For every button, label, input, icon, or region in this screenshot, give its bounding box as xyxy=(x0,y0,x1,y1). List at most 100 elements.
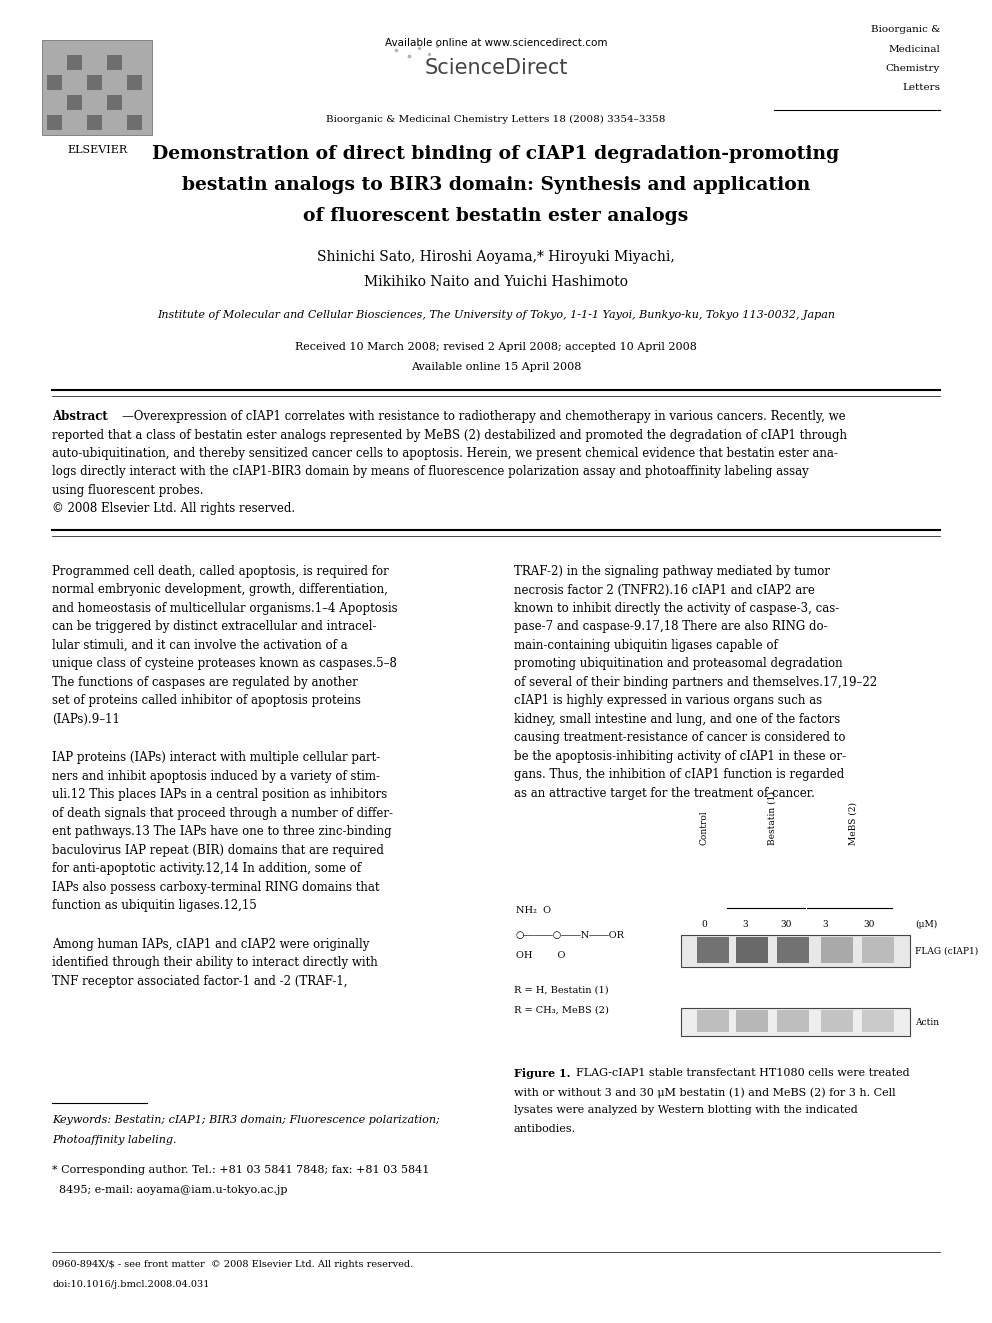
Text: ent pathways.13 The IAPs have one to three zinc-binding: ent pathways.13 The IAPs have one to thr… xyxy=(52,826,392,839)
Text: Bestatin (1): Bestatin (1) xyxy=(768,791,777,845)
Text: function as ubiquitin ligases.12,15: function as ubiquitin ligases.12,15 xyxy=(52,900,257,913)
Bar xyxy=(127,75,142,90)
Bar xyxy=(67,56,82,70)
Text: lular stimuli, and it can involve the activation of a: lular stimuli, and it can involve the ac… xyxy=(52,639,347,652)
Bar xyxy=(87,75,102,90)
Bar xyxy=(862,937,894,963)
Text: IAP proteins (IAPs) interact with multiple cellular part-: IAP proteins (IAPs) interact with multip… xyxy=(52,751,380,765)
Text: MeBS (2): MeBS (2) xyxy=(848,803,857,845)
Text: Actin: Actin xyxy=(915,1017,939,1027)
Text: Medicinal: Medicinal xyxy=(888,45,940,53)
Text: lysates were analyzed by Western blotting with the indicated: lysates were analyzed by Western blottin… xyxy=(514,1106,858,1115)
Text: necrosis factor 2 (TNFR2).16 cIAP1 and cIAP2 are: necrosis factor 2 (TNFR2).16 cIAP1 and c… xyxy=(514,583,814,597)
Text: Received 10 March 2008; revised 2 April 2008; accepted 10 April 2008: Received 10 March 2008; revised 2 April … xyxy=(295,343,697,352)
Bar xyxy=(107,56,122,70)
Text: set of proteins called inhibitor of apoptosis proteins: set of proteins called inhibitor of apop… xyxy=(52,695,361,708)
Text: as an attractive target for the treatment of cancer.: as an attractive target for the treatmen… xyxy=(514,787,814,800)
Text: (μM): (μM) xyxy=(915,921,937,930)
Text: © 2008 Elsevier Ltd. All rights reserved.: © 2008 Elsevier Ltd. All rights reserved… xyxy=(52,503,296,516)
Bar xyxy=(820,1011,853,1032)
Text: * Corresponding author. Tel.: +81 03 5841 7848; fax: +81 03 5841: * Corresponding author. Tel.: +81 03 584… xyxy=(52,1166,430,1175)
Text: gans. Thus, the inhibition of cIAP1 function is regarded: gans. Thus, the inhibition of cIAP1 func… xyxy=(514,769,844,782)
Text: R = H, Bestatin (1): R = H, Bestatin (1) xyxy=(514,986,609,995)
Text: TRAF-2) in the signaling pathway mediated by tumor: TRAF-2) in the signaling pathway mediate… xyxy=(514,565,830,578)
Bar xyxy=(736,937,768,963)
Text: Keywords: Bestatin; cIAP1; BIR3 domain; Fluorescence polarization;: Keywords: Bestatin; cIAP1; BIR3 domain; … xyxy=(52,1115,439,1125)
Text: with or without 3 and 30 μM bestatin (1) and MeBS (2) for 3 h. Cell: with or without 3 and 30 μM bestatin (1)… xyxy=(514,1088,896,1098)
Bar xyxy=(681,1008,910,1036)
Text: identified through their ability to interact directly with: identified through their ability to inte… xyxy=(52,957,378,970)
Bar xyxy=(777,937,809,963)
Text: 30: 30 xyxy=(781,921,792,929)
Text: Control: Control xyxy=(699,811,708,845)
Text: The functions of caspases are regulated by another: The functions of caspases are regulated … xyxy=(52,676,358,689)
Text: of death signals that proceed through a number of differ-: of death signals that proceed through a … xyxy=(52,807,393,820)
Bar xyxy=(107,95,122,110)
Text: pase-7 and caspase-9.17,18 There are also RING do-: pase-7 and caspase-9.17,18 There are als… xyxy=(514,620,827,634)
Text: main-containing ubiquitin ligases capable of: main-containing ubiquitin ligases capabl… xyxy=(514,639,778,652)
Bar xyxy=(681,935,910,967)
Text: be the apoptosis-inhibiting activity of cIAP1 in these or-: be the apoptosis-inhibiting activity of … xyxy=(514,750,846,763)
Text: ScienceDirect: ScienceDirect xyxy=(425,58,567,78)
Text: and homeostasis of multicellular organisms.1–4 Apoptosis: and homeostasis of multicellular organis… xyxy=(52,602,398,615)
Text: 8495; e-mail: aoyama@iam.u-tokyo.ac.jp: 8495; e-mail: aoyama@iam.u-tokyo.ac.jp xyxy=(52,1185,288,1195)
Text: Bioorganic &: Bioorganic & xyxy=(871,25,940,34)
Text: reported that a class of bestatin ester analogs represented by MeBS (2) destabil: reported that a class of bestatin ester … xyxy=(52,429,847,442)
Text: 3: 3 xyxy=(742,921,748,929)
Bar xyxy=(862,1011,894,1032)
Bar xyxy=(697,1011,729,1032)
Text: Among human IAPs, cIAP1 and cIAP2 were originally: Among human IAPs, cIAP1 and cIAP2 were o… xyxy=(52,938,369,951)
Text: known to inhibit directly the activity of caspase-3, cas-: known to inhibit directly the activity o… xyxy=(514,602,839,615)
Text: Demonstration of direct binding of cIAP1 degradation-promoting: Demonstration of direct binding of cIAP1… xyxy=(153,146,839,163)
Text: FLAG-cIAP1 stable transfectant HT1080 cells were treated: FLAG-cIAP1 stable transfectant HT1080 ce… xyxy=(576,1069,910,1078)
Text: OH        O: OH O xyxy=(516,951,565,960)
Text: TNF receptor associated factor-1 and -2 (TRAF-1,: TNF receptor associated factor-1 and -2 … xyxy=(52,975,347,988)
Text: cIAP1 is highly expressed in various organs such as: cIAP1 is highly expressed in various org… xyxy=(514,695,822,708)
Bar xyxy=(820,937,853,963)
Bar xyxy=(47,75,62,90)
Text: unique class of cysteine proteases known as caspases.5–8: unique class of cysteine proteases known… xyxy=(52,658,397,671)
Text: ners and inhibit apoptosis induced by a variety of stim-: ners and inhibit apoptosis induced by a … xyxy=(52,770,380,783)
Text: can be triggered by distinct extracellular and intracel-: can be triggered by distinct extracellul… xyxy=(52,620,377,634)
Bar xyxy=(42,40,152,135)
Text: causing treatment-resistance of cancer is considered to: causing treatment-resistance of cancer i… xyxy=(514,732,845,745)
Text: baculovirus IAP repeat (BIR) domains that are required: baculovirus IAP repeat (BIR) domains tha… xyxy=(52,844,384,857)
Text: Bioorganic & Medicinal Chemistry Letters 18 (2008) 3354–3358: Bioorganic & Medicinal Chemistry Letters… xyxy=(326,115,666,124)
Text: R = CH₃, MeBS (2): R = CH₃, MeBS (2) xyxy=(514,1005,609,1015)
Text: Figure 1.: Figure 1. xyxy=(514,1069,570,1080)
Text: Abstract: Abstract xyxy=(52,410,108,423)
Text: bestatin analogs to BIR3 domain: Synthesis and application: bestatin analogs to BIR3 domain: Synthes… xyxy=(182,176,810,194)
Bar xyxy=(87,115,102,130)
Text: logs directly interact with the cIAP1-BIR3 domain by means of fluorescence polar: logs directly interact with the cIAP1-BI… xyxy=(52,466,808,479)
Text: uli.12 This places IAPs in a central position as inhibitors: uli.12 This places IAPs in a central pos… xyxy=(52,789,387,802)
Text: of fluorescent bestatin ester analogs: of fluorescent bestatin ester analogs xyxy=(304,206,688,225)
Text: auto-ubiquitination, and thereby sensitized cancer cells to apoptosis. Herein, w: auto-ubiquitination, and thereby sensiti… xyxy=(52,447,838,460)
Text: normal embryonic development, growth, differentiation,: normal embryonic development, growth, di… xyxy=(52,583,388,597)
Bar xyxy=(514,840,940,1050)
Text: promoting ubiquitination and proteasomal degradation: promoting ubiquitination and proteasomal… xyxy=(514,658,842,671)
Bar xyxy=(127,115,142,130)
Text: Letters: Letters xyxy=(902,83,940,93)
Text: of several of their binding partners and themselves.17,19–22: of several of their binding partners and… xyxy=(514,676,877,689)
Text: ELSEVIER: ELSEVIER xyxy=(66,146,127,155)
Text: 0: 0 xyxy=(701,921,706,929)
Text: 0960-894X/$ - see front matter  © 2008 Elsevier Ltd. All rights reserved.: 0960-894X/$ - see front matter © 2008 El… xyxy=(52,1259,414,1269)
Bar xyxy=(67,95,82,110)
Bar xyxy=(736,1011,768,1032)
Text: NH₂  O: NH₂ O xyxy=(516,906,551,916)
Text: IAPs also possess carboxy-terminal RING domains that: IAPs also possess carboxy-terminal RING … xyxy=(52,881,380,894)
Text: kidney, small intestine and lung, and one of the factors: kidney, small intestine and lung, and on… xyxy=(514,713,840,726)
Text: using fluorescent probes.: using fluorescent probes. xyxy=(52,484,203,497)
Text: FLAG (cIAP1): FLAG (cIAP1) xyxy=(915,946,978,955)
Text: 3: 3 xyxy=(822,921,828,929)
Text: antibodies.: antibodies. xyxy=(514,1125,576,1134)
Text: doi:10.1016/j.bmcl.2008.04.031: doi:10.1016/j.bmcl.2008.04.031 xyxy=(52,1279,209,1289)
Text: —Overexpression of cIAP1 correlates with resistance to radiotherapy and chemothe: —Overexpression of cIAP1 correlates with… xyxy=(122,410,845,423)
Text: (IAPs).9–11: (IAPs).9–11 xyxy=(52,713,120,726)
Text: Institute of Molecular and Cellular Biosciences, The University of Tokyo, 1-1-1 : Institute of Molecular and Cellular Bios… xyxy=(157,310,835,320)
Text: for anti-apoptotic activity.12,14 In addition, some of: for anti-apoptotic activity.12,14 In add… xyxy=(52,863,361,876)
Text: Mikihiko Naito and Yuichi Hashimoto: Mikihiko Naito and Yuichi Hashimoto xyxy=(364,275,628,288)
Text: Photoaffinity labeling.: Photoaffinity labeling. xyxy=(52,1135,177,1144)
Bar xyxy=(47,115,62,130)
Text: Chemistry: Chemistry xyxy=(886,64,940,73)
